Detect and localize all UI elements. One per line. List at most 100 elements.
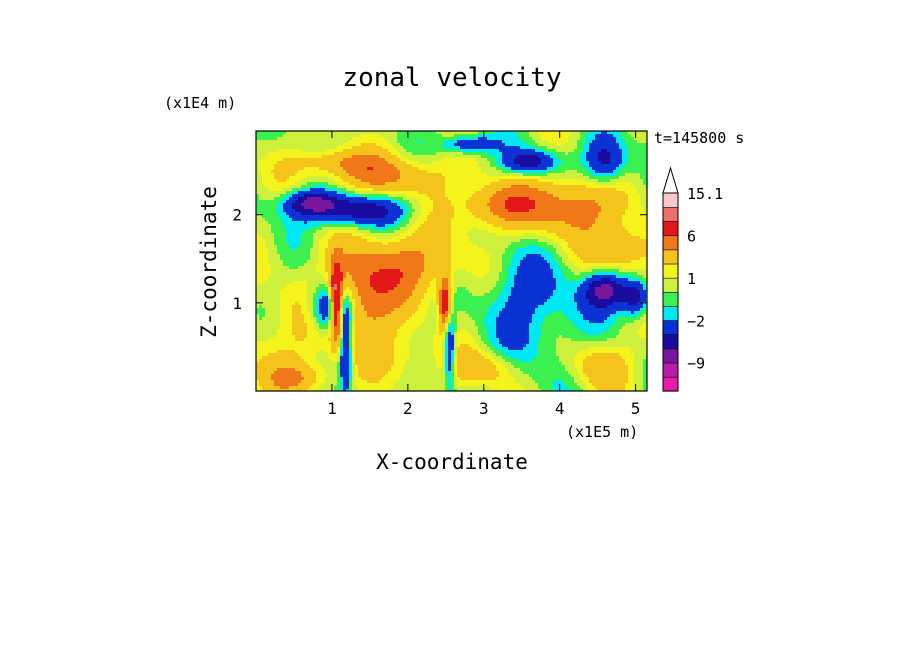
contour-cell xyxy=(550,137,554,141)
contour-cell xyxy=(448,176,452,180)
contour-cell xyxy=(289,233,293,237)
contour-cell xyxy=(541,197,545,201)
contour-cell xyxy=(337,215,341,219)
contour-cell xyxy=(313,200,317,204)
contour-cell xyxy=(502,149,506,153)
contour-cell xyxy=(370,188,374,192)
contour-cell xyxy=(271,194,275,198)
contour-cell xyxy=(607,140,611,144)
contour-cell xyxy=(352,200,356,204)
contour-cell xyxy=(322,206,326,210)
contour-cell xyxy=(469,203,473,207)
contour-cell xyxy=(547,170,551,174)
contour-cell xyxy=(454,206,458,210)
contour-cell xyxy=(637,239,641,243)
contour-cell xyxy=(370,200,374,204)
contour-cell xyxy=(355,176,359,180)
contour-cell xyxy=(376,218,380,222)
contour-cell xyxy=(556,185,560,189)
contour-cell xyxy=(628,242,632,246)
contour-cell xyxy=(475,146,479,150)
contour-cell xyxy=(544,206,548,210)
contour-cell xyxy=(460,197,464,201)
contour-cell xyxy=(439,203,443,207)
contour-cell xyxy=(397,212,401,216)
contour-cell xyxy=(457,176,461,180)
contour-cell xyxy=(442,239,446,243)
contour-cell xyxy=(280,200,284,204)
contour-cell xyxy=(475,206,479,210)
contour-cell xyxy=(511,215,515,219)
contour-cell xyxy=(283,146,287,150)
contour-cell xyxy=(583,206,587,210)
contour-cell xyxy=(430,200,434,204)
contour-cell xyxy=(376,197,380,201)
contour-cell xyxy=(508,224,512,228)
contour-cell xyxy=(451,209,455,213)
contour-cell xyxy=(409,158,413,162)
contour-cell xyxy=(403,164,407,168)
contour-cell xyxy=(499,158,503,162)
contour-cell xyxy=(484,179,488,183)
contour-cell xyxy=(280,170,284,174)
contour-cell xyxy=(472,236,476,240)
contour-cell xyxy=(256,176,260,180)
contour-cell xyxy=(277,158,281,162)
contour-cell xyxy=(469,164,473,168)
contour-cell xyxy=(433,149,437,153)
contour-cell xyxy=(430,173,434,177)
contour-cell xyxy=(319,215,323,219)
contour-cell xyxy=(622,137,626,141)
contour-cell xyxy=(334,203,338,207)
contour-cell xyxy=(517,224,521,228)
contour-cell xyxy=(565,191,569,195)
contour-cell xyxy=(529,191,533,195)
contour-cell xyxy=(487,146,491,150)
contour-cell xyxy=(310,188,314,192)
contour-cell xyxy=(409,140,413,144)
contour-cell xyxy=(610,143,614,147)
contour-cell xyxy=(601,173,605,177)
contour-cell xyxy=(607,152,611,156)
contour-cell xyxy=(325,155,329,159)
contour-cell xyxy=(424,194,428,198)
contour-cell xyxy=(376,179,380,183)
contour-cell xyxy=(388,155,392,159)
contour-cell xyxy=(496,131,500,135)
contour-cell xyxy=(280,236,284,240)
contour-cell xyxy=(610,221,614,225)
contour-cell xyxy=(520,149,524,153)
contour-cell xyxy=(589,158,593,162)
contour-cell xyxy=(514,161,518,165)
contour-cell xyxy=(550,185,554,189)
contour-cell xyxy=(280,167,284,171)
contour-cell xyxy=(280,155,284,159)
contour-cell xyxy=(313,161,317,165)
contour-cell xyxy=(280,164,284,168)
contour-cell xyxy=(277,179,281,183)
contour-cell xyxy=(628,173,632,177)
contour-cell xyxy=(565,149,569,153)
contour-cell xyxy=(586,170,590,174)
contour-cell xyxy=(634,209,638,213)
contour-cell xyxy=(301,245,305,249)
contour-cell xyxy=(601,236,605,240)
contour-cell xyxy=(433,146,437,150)
contour-cell xyxy=(541,161,545,165)
contour-cell xyxy=(289,239,293,243)
contour-cell xyxy=(514,182,518,186)
contour-cell xyxy=(487,188,491,192)
contour-cell xyxy=(565,233,569,237)
contour-cell xyxy=(598,215,602,219)
contour-cell xyxy=(397,239,401,243)
contour-cell xyxy=(535,233,539,237)
contour-cell xyxy=(610,200,614,204)
contour-cell xyxy=(595,236,599,240)
contour-cell xyxy=(577,218,581,222)
contour-cell xyxy=(631,188,635,192)
contour-cell xyxy=(349,236,353,240)
contour-cell xyxy=(391,209,395,213)
contour-cell xyxy=(286,131,290,135)
contour-cell xyxy=(610,131,614,135)
contour-cell xyxy=(271,182,275,186)
